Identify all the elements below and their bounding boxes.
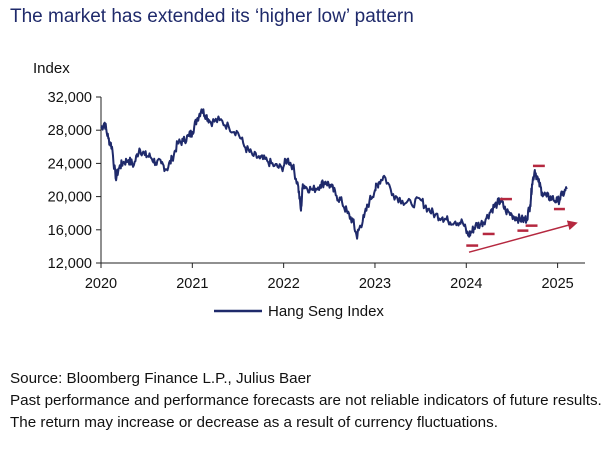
y-tick-label: 24,000 bbox=[48, 156, 92, 172]
y-tick-label: 32,000 bbox=[48, 90, 92, 106]
x-axis: 2020 2021 2022 2023 2024 2025 bbox=[85, 262, 585, 292]
x-tick-label: 2024 bbox=[450, 276, 482, 292]
annotation-layer bbox=[466, 164, 578, 253]
y-tick-label: 28,000 bbox=[48, 123, 92, 139]
series-layer bbox=[100, 108, 568, 240]
x-tick-label: 2022 bbox=[268, 276, 300, 292]
y-tick-label: 16,000 bbox=[48, 223, 92, 239]
source-line: Source: Bloomberg Finance L.P., Julius B… bbox=[10, 370, 312, 387]
y-tick-label: 20,000 bbox=[48, 190, 92, 206]
x-tick-label: 2025 bbox=[541, 276, 573, 292]
x-tick-label: 2023 bbox=[359, 276, 391, 292]
x-tick-label: 2020 bbox=[85, 276, 117, 292]
trend-arrow bbox=[468, 220, 578, 253]
y-axis-label: Index bbox=[33, 60, 70, 77]
legend-label-hang-seng-index: Hang Seng Index bbox=[268, 303, 384, 320]
chart-title: The market has extended its ‘higher low’… bbox=[10, 6, 414, 27]
legend: Hang Seng Index bbox=[214, 303, 384, 320]
series-line-hang-seng-index bbox=[100, 108, 568, 240]
source-notes: Source: Bloomberg Finance L.P., Julius B… bbox=[10, 368, 606, 434]
y-axis: 12,000 16,000 20,000 24,000 28,000 32,000 bbox=[48, 90, 102, 272]
y-tick-label: 12,000 bbox=[48, 256, 92, 272]
x-tick-label: 2021 bbox=[176, 276, 208, 292]
disclaimer: Past performance and performance forecas… bbox=[10, 392, 602, 431]
